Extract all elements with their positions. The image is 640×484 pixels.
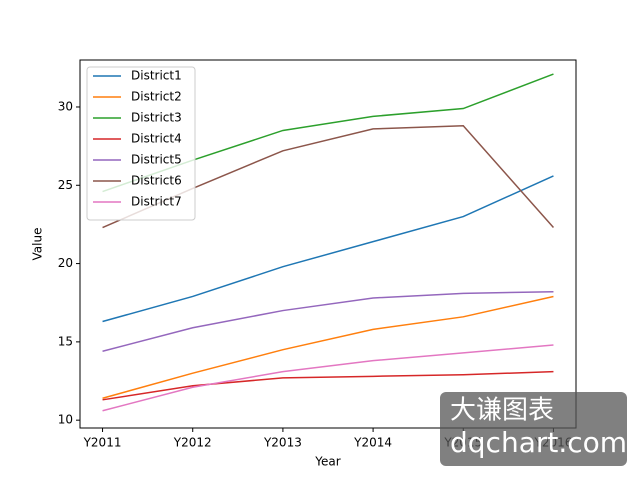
plot-frame bbox=[79, 59, 577, 429]
series-line bbox=[102, 291, 554, 352]
y-tick-label: 20 bbox=[58, 256, 73, 270]
watermark-box bbox=[440, 392, 627, 466]
series-line bbox=[102, 175, 554, 323]
y-axis-label: Value bbox=[31, 228, 45, 261]
legend-label: District4 bbox=[131, 132, 182, 146]
watermark-title: 大谦图表 bbox=[450, 396, 554, 426]
legend-label: District6 bbox=[131, 174, 182, 188]
watermark-site: dqchart.com bbox=[450, 426, 627, 459]
y-tick-label: 25 bbox=[58, 178, 73, 192]
x-tick-label: Y2013 bbox=[263, 436, 302, 450]
legend-label: District2 bbox=[131, 90, 182, 104]
series-line bbox=[102, 344, 554, 412]
x-axis-label: Year bbox=[314, 455, 340, 469]
watermark: 大谦图表 dqchart.com bbox=[440, 392, 627, 466]
y-tick-label: 30 bbox=[58, 99, 73, 113]
legend-label: District3 bbox=[131, 111, 182, 125]
legend-label: District1 bbox=[131, 69, 182, 83]
series-line bbox=[102, 370, 554, 401]
y-tick-label: 15 bbox=[58, 334, 73, 348]
x-tick-label: Y2012 bbox=[173, 436, 212, 450]
legend-label: District7 bbox=[131, 195, 182, 209]
x-tick-label: Y2011 bbox=[83, 436, 122, 450]
legend-label: District5 bbox=[131, 153, 182, 167]
x-tick-label: Y2014 bbox=[353, 436, 392, 450]
series-line bbox=[102, 295, 554, 399]
y-tick-label: 10 bbox=[58, 413, 73, 427]
